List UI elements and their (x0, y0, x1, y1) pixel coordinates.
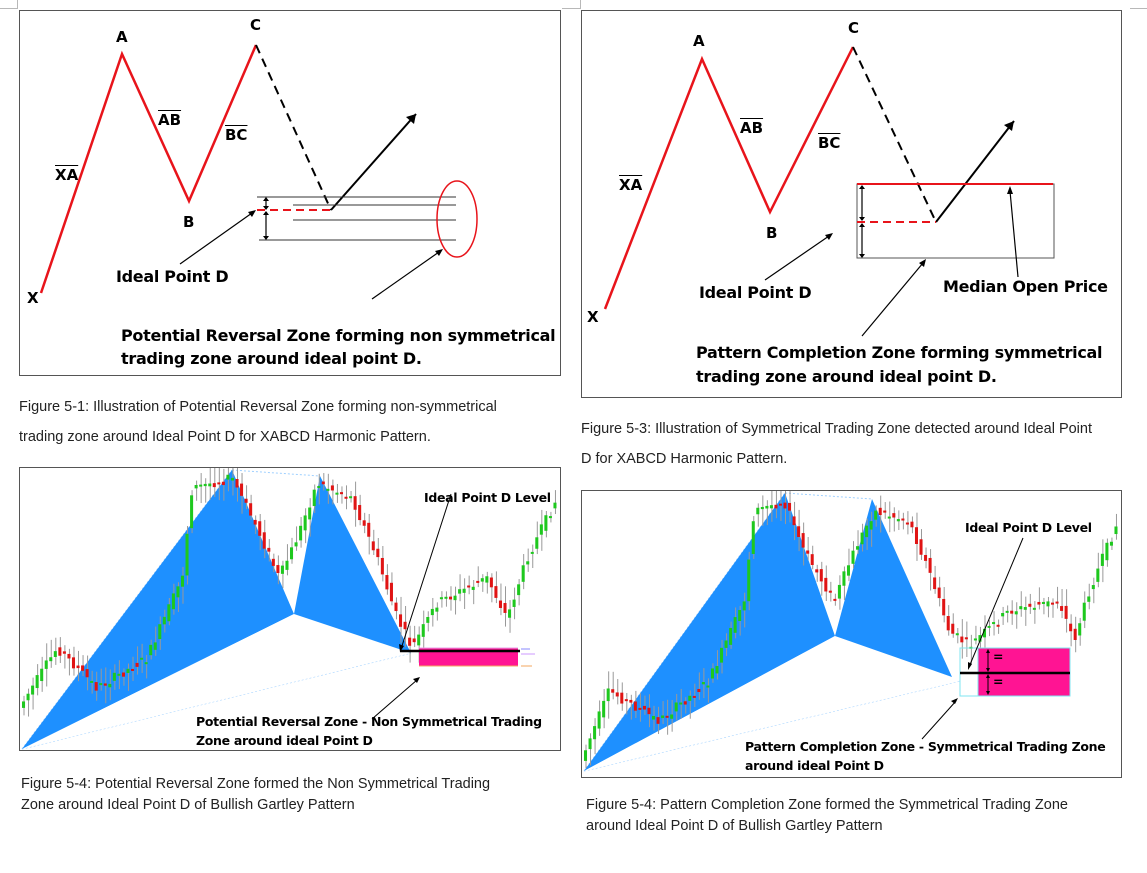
pcz-description-line2: trading zone around ideal point D. (696, 367, 997, 386)
leg-bc-label: BC (225, 126, 248, 144)
caption-figure-5-3: Figure 5-3: Illustration of Symmetrical … (581, 414, 1126, 474)
candlestick-chart (583, 491, 1118, 772)
caption-line: Figure 5-3: Illustration of Symmetrical … (581, 421, 1092, 437)
ideal-point-d-level-label: Ideal Point D Level (424, 490, 551, 505)
caption-line: trading zone around Ideal Point D for XA… (19, 429, 431, 445)
equal-sign-lower: = (993, 674, 1004, 689)
caption-line: Zone around Ideal Point D of Bullish Gar… (21, 797, 355, 813)
pcz-zone-label-line1: Pattern Completion Zone - Symmetrical Tr… (745, 739, 1106, 754)
ideal-point-d-label: Ideal Point D (116, 267, 229, 286)
point-a-label: A (693, 32, 705, 50)
point-b-label: B (183, 213, 195, 231)
point-a-label: A (116, 28, 128, 46)
point-x-label: X (27, 289, 39, 307)
caption-figure-5-1: Figure 5-1: Illustration of Potential Re… (19, 392, 559, 452)
figure-pcz-chart: = = Ideal Point D Level Pattern Completi… (581, 490, 1122, 778)
caption-line: Figure 5-1: Illustration of Potential Re… (19, 399, 497, 415)
figure-prz-chart: Ideal Point D Level Potential Reversal Z… (19, 467, 561, 751)
leg-ab-label: AB (740, 119, 764, 137)
caption-line: Figure 5-4: Potential Reversal Zone form… (21, 776, 491, 792)
caption-line: around Ideal Point D of Bullish Gartley … (586, 818, 883, 834)
leg-ab-label: AB (158, 111, 182, 129)
median-open-price-label: Median Open Price (943, 277, 1108, 296)
page-corner-marker (562, 0, 581, 9)
xabcd-pattern-diagram (39, 44, 478, 300)
prz-description-line1: Potential Reversal Zone forming non symm… (121, 326, 556, 345)
caption-line: Figure 5-4: Pattern Completion Zone form… (586, 797, 1068, 813)
leg-xa-label: XA (55, 166, 79, 184)
prz-description-line2: trading zone around ideal point D. (121, 349, 422, 368)
figure-prz-diagram: X A B C XA AB BC Ideal Point D Potential… (19, 10, 561, 376)
caption-line: D for XABCD Harmonic Pattern. (581, 451, 788, 467)
leg-xa-label: XA (619, 176, 643, 194)
prz-zone-label-line2: Zone around ideal Point D (196, 733, 373, 748)
ideal-point-d-label: Ideal Point D (699, 283, 812, 302)
figure-pcz-diagram: X A B C XA AB BC Ideal Point D Median Op… (581, 10, 1122, 398)
page-corner-marker (0, 0, 18, 9)
caption-figure-5-4-prz: Figure 5-4: Potential Reversal Zone form… (21, 774, 561, 816)
xabcd-pattern-diagram (603, 46, 1055, 337)
leg-bc-label: BC (818, 134, 841, 152)
page-corner-marker (1130, 0, 1147, 9)
caption-figure-5-4-pcz: Figure 5-4: Pattern Completion Zone form… (586, 795, 1126, 837)
pcz-zone-label-line2: around ideal Point D (745, 758, 884, 773)
ideal-point-d-level-label: Ideal Point D Level (965, 520, 1092, 535)
pcz-description-line1: Pattern Completion Zone forming symmetri… (696, 343, 1103, 362)
point-c-label: C (250, 16, 262, 34)
candlestick-chart (21, 468, 557, 750)
point-c-label: C (848, 19, 860, 37)
equal-sign-upper: = (993, 649, 1004, 664)
prz-zone-label-line1: Potential Reversal Zone - Non Symmetrica… (196, 714, 542, 729)
point-b-label: B (766, 224, 778, 242)
point-x-label: X (587, 308, 599, 326)
